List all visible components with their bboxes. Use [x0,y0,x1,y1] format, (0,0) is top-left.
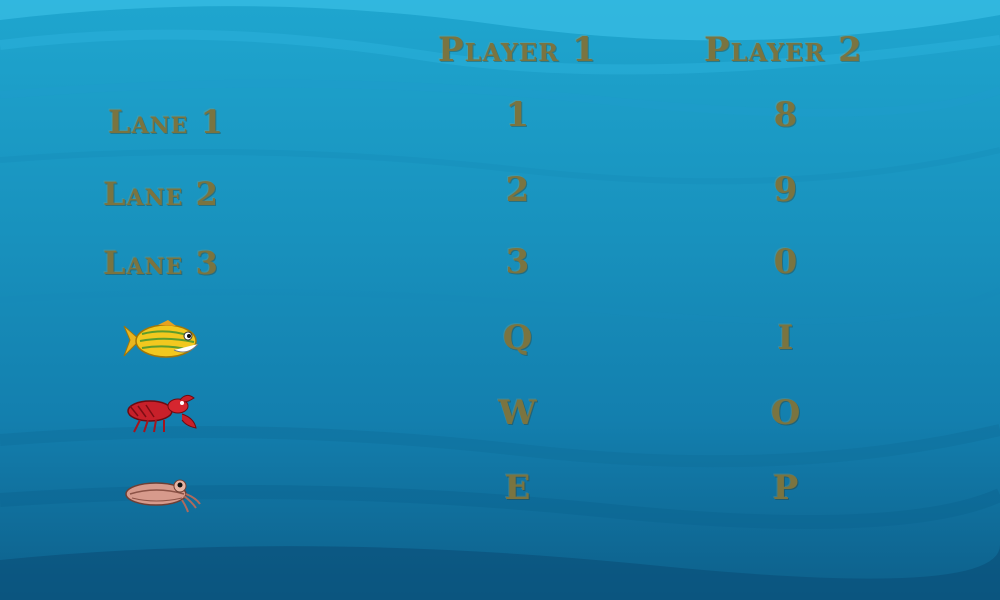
lane-1-label: Lane 1 [108,103,224,141]
fish-player2-key: I [777,318,795,358]
cuttlefish-icon [125,479,201,513]
lane-2-player1-key: 2 [505,170,531,210]
cuttlefish-player1-key: E [504,468,532,508]
lane-3-label: Lane 3 [103,244,219,282]
lane-1-player1-key: 1 [505,95,531,135]
player1-header: Player 1 [438,30,597,70]
lobster-player2-key: O [770,393,802,433]
lane-2-player2-key: 9 [773,170,799,210]
fish-player1-key: Q [502,318,534,358]
lane-1-player2-key: 8 [773,95,799,135]
lane-2-label: Lane 2 [103,175,219,213]
lobster-player1-key: W [498,393,538,433]
lane-3-player2-key: 0 [773,242,799,282]
yellow-fish-icon [123,320,199,358]
player2-header: Player 2 [704,30,863,70]
lane-3-player1-key: 3 [505,242,531,282]
cuttlefish-player2-key: P [772,468,800,508]
red-lobster-icon [127,394,197,433]
